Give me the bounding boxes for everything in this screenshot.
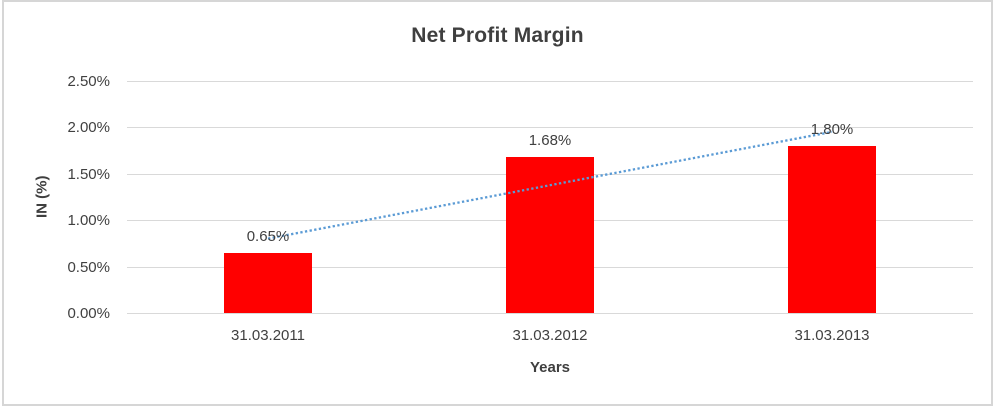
bar-data-label: 1.68% [528, 132, 572, 150]
gridline [127, 127, 973, 129]
bar-data-label: 1.80% [810, 120, 854, 138]
gridline [127, 81, 973, 82]
x-axis-title: Years [529, 359, 571, 376]
bar [506, 157, 594, 313]
x-axis-category-label: 31.03.2013 [794, 327, 870, 344]
trendline-path [267, 130, 833, 240]
x-axis-category-label: 31.03.2011 [231, 327, 305, 344]
y-axis-tick-label: 0.00% [67, 305, 110, 322]
chart-title: Net Profit Margin [411, 24, 584, 47]
y-axis-tick-label: 1.00% [67, 212, 110, 230]
bar [224, 252, 312, 313]
x-axis-category-labels: 31.03.2011 31.03.2012 31.03.2013 [127, 327, 973, 347]
x-axis-category-label: 31.03.2012 [512, 327, 588, 344]
bar-data-label: 0.65% [246, 227, 290, 245]
y-axis-tick-label: 2.00% [67, 119, 110, 137]
y-axis-tick-labels: 0.00% 0.50% 1.00% 1.50% 2.00% 2.50% [4, 73, 110, 322]
plot-area: 0.65% 1.68% 1.80% [127, 81, 973, 314]
y-axis-tick-label: 2.50% [67, 73, 110, 90]
gridline [127, 313, 973, 314]
bar [788, 145, 876, 313]
y-axis-tick-label: 1.50% [67, 165, 110, 183]
trendline [267, 130, 833, 240]
y-axis-tick-label: 0.50% [67, 258, 110, 276]
